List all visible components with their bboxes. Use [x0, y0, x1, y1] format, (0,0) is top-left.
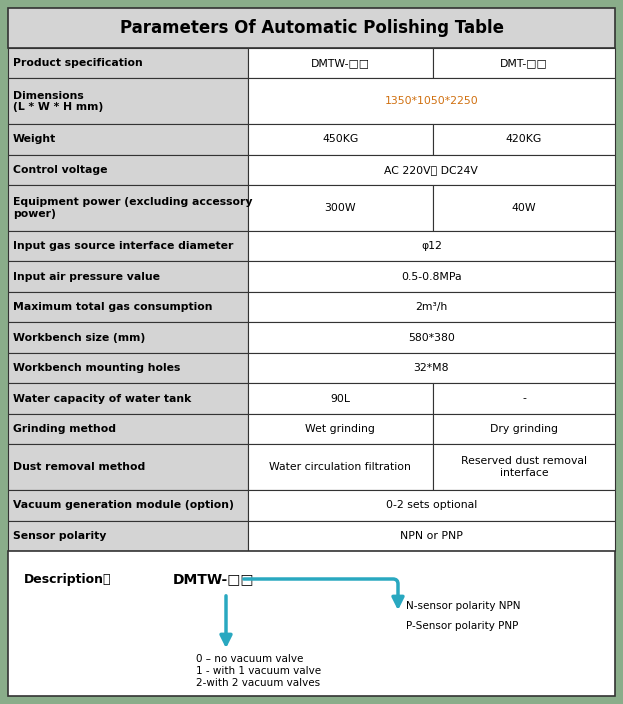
Bar: [433, 444, 615, 490]
Bar: [248, 353, 615, 384]
Bar: [248, 490, 615, 520]
Bar: [8, 124, 248, 155]
Bar: [8, 292, 248, 322]
Text: NPN or PNP: NPN or PNP: [400, 531, 463, 541]
Text: 1350*1050*2250: 1350*1050*2250: [384, 96, 478, 106]
Bar: [248, 185, 433, 231]
Text: DMT-□□: DMT-□□: [500, 58, 548, 68]
Bar: [8, 78, 248, 124]
Text: Dust removal method: Dust removal method: [13, 462, 145, 472]
Bar: [248, 520, 615, 551]
Text: 2m³/h: 2m³/h: [416, 302, 447, 312]
Text: Weight: Weight: [13, 134, 56, 144]
Text: Vacuum generation module (option): Vacuum generation module (option): [13, 501, 234, 510]
Text: 2-with 2 vacuum valves: 2-with 2 vacuum valves: [196, 678, 320, 688]
Text: 1 - with 1 vacuum valve: 1 - with 1 vacuum valve: [196, 666, 321, 676]
Bar: [248, 155, 615, 185]
Text: 32*M8: 32*M8: [414, 363, 449, 373]
Text: Sensor polarity: Sensor polarity: [13, 531, 107, 541]
Text: Input air pressure value: Input air pressure value: [13, 272, 160, 282]
Text: Input gas source interface diameter: Input gas source interface diameter: [13, 241, 234, 251]
Bar: [8, 185, 248, 231]
Text: Reserved dust removal
interface: Reserved dust removal interface: [461, 456, 587, 478]
Text: Water capacity of water tank: Water capacity of water tank: [13, 394, 191, 403]
Text: 450KG: 450KG: [322, 134, 358, 144]
Text: Parameters Of Automatic Polishing Table: Parameters Of Automatic Polishing Table: [120, 19, 503, 37]
Bar: [248, 322, 615, 353]
Text: Grinding method: Grinding method: [13, 424, 116, 434]
Text: 420KG: 420KG: [506, 134, 542, 144]
Bar: [433, 48, 615, 78]
Text: 0 – no vacuum valve: 0 – no vacuum valve: [196, 654, 303, 664]
Text: Equipment power (excluding accessory
power): Equipment power (excluding accessory pow…: [13, 197, 252, 219]
Bar: [8, 8, 615, 48]
Text: Dimensions
(L * W * H mm): Dimensions (L * W * H mm): [13, 91, 103, 112]
Bar: [8, 155, 248, 185]
Text: -: -: [522, 394, 526, 403]
Text: Control voltage: Control voltage: [13, 165, 108, 175]
Bar: [248, 384, 433, 414]
Bar: [248, 48, 433, 78]
Text: Workbench size (mm): Workbench size (mm): [13, 332, 145, 343]
Bar: [8, 551, 615, 696]
Text: 580*380: 580*380: [408, 332, 455, 343]
Bar: [248, 444, 433, 490]
Bar: [248, 124, 433, 155]
Bar: [8, 322, 248, 353]
Bar: [8, 231, 248, 261]
Text: 90L: 90L: [330, 394, 350, 403]
Text: Product specification: Product specification: [13, 58, 143, 68]
Text: N-sensor polarity NPN: N-sensor polarity NPN: [406, 601, 520, 611]
Bar: [248, 414, 433, 444]
Bar: [433, 124, 615, 155]
Text: Water circulation filtration: Water circulation filtration: [269, 462, 411, 472]
Bar: [248, 292, 615, 322]
Text: 0.5-0.8MPa: 0.5-0.8MPa: [401, 272, 462, 282]
Bar: [248, 231, 615, 261]
Text: Workbench mounting holes: Workbench mounting holes: [13, 363, 181, 373]
Text: 40W: 40W: [511, 203, 536, 213]
Bar: [433, 185, 615, 231]
Bar: [248, 78, 615, 124]
Text: Dry grinding: Dry grinding: [490, 424, 558, 434]
Bar: [433, 414, 615, 444]
Bar: [8, 520, 248, 551]
Text: DMTW-□□: DMTW-□□: [311, 58, 370, 68]
Text: Wet grinding: Wet grinding: [305, 424, 375, 434]
Bar: [433, 384, 615, 414]
Bar: [8, 353, 248, 384]
Bar: [8, 384, 248, 414]
Text: DMTW-□□: DMTW-□□: [173, 572, 255, 586]
Bar: [8, 414, 248, 444]
Text: AC 220V， DC24V: AC 220V， DC24V: [384, 165, 478, 175]
Bar: [8, 444, 248, 490]
Text: 0-2 sets optional: 0-2 sets optional: [386, 501, 477, 510]
Text: 300W: 300W: [325, 203, 356, 213]
Bar: [248, 261, 615, 292]
Bar: [8, 48, 248, 78]
Text: P-Sensor polarity PNP: P-Sensor polarity PNP: [406, 621, 518, 631]
Bar: [8, 261, 248, 292]
Text: Description：: Description：: [24, 572, 112, 586]
Bar: [8, 490, 248, 520]
Text: φ12: φ12: [421, 241, 442, 251]
Text: Maximum total gas consumption: Maximum total gas consumption: [13, 302, 212, 312]
